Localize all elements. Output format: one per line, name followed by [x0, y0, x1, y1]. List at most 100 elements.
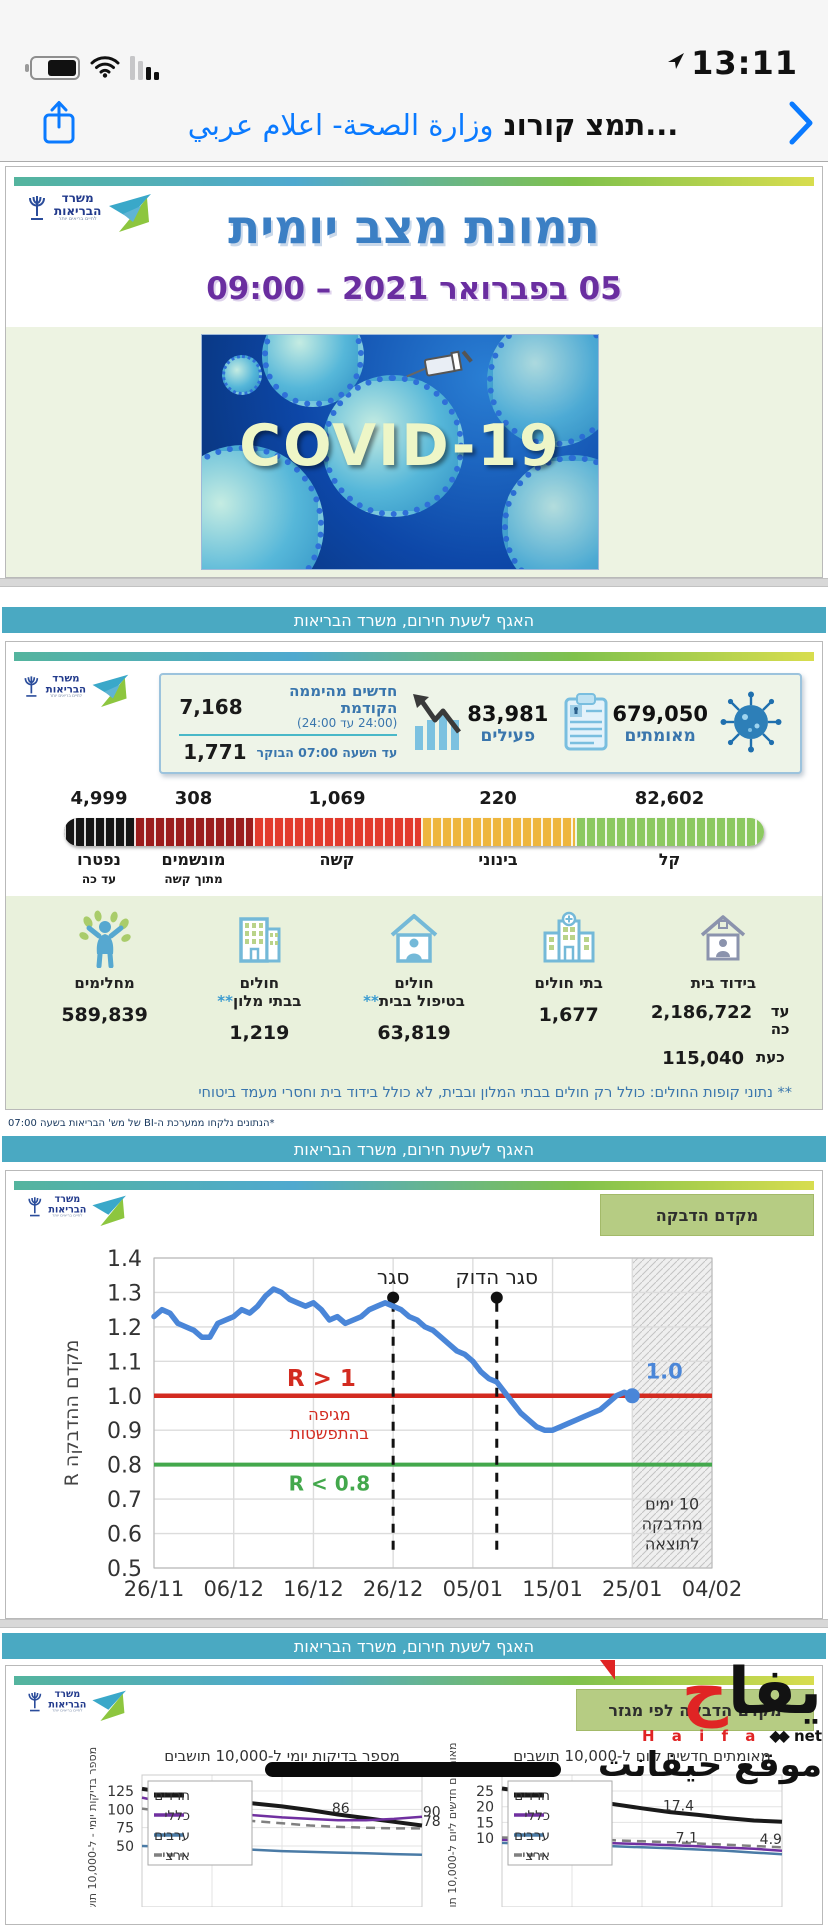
moderate-segment	[421, 818, 575, 846]
morning-cases-value: 1,771	[183, 740, 247, 764]
svg-text:מספר בדיקות יומי - ל-10,000 תו: מספר בדיקות יומי - ל-10,000 תושבים	[86, 1747, 99, 1907]
watermark-net: net	[793, 1726, 822, 1745]
dept-banner-3: האגף לשעת חירום, משרד הבריאות	[2, 1633, 826, 1659]
hotels-card: חולים בבתי מלון** 1,219	[187, 908, 332, 1069]
report-datetime: 05 בפברואר 2021 – 09:00	[206, 271, 622, 307]
svg-text:כללי: כללי	[164, 1808, 190, 1824]
gradient-divider	[14, 652, 814, 661]
summary-stats-box: 679,050 מאומתים	[159, 673, 802, 774]
deaths-value: 4,999	[70, 788, 128, 809]
wifi-icon	[90, 54, 120, 82]
page-title-hebrew: תמצ קורונ...	[503, 107, 679, 142]
covid19-image: COVID-19	[201, 334, 599, 570]
active-label: פעילים	[480, 725, 536, 746]
svg-text:26/11: 26/11	[124, 1577, 185, 1601]
report-header-card: משרד הבריאות לחיים בריאים יותר תמונת מצב…	[5, 166, 823, 578]
svg-text:75: 75	[116, 1821, 134, 1837]
svg-text:1.3: 1.3	[107, 1281, 142, 1306]
svg-text:מספר בדיקות יומי ל-10,000 תושב: מספר בדיקות יומי ל-10,000 תושבים	[164, 1747, 400, 1765]
share-button[interactable]	[40, 99, 78, 151]
confirmed-label: מאומתים	[624, 725, 696, 746]
svg-text:מקדם ההדבקה R: מקדם ההדבקה R	[61, 1340, 83, 1487]
svg-text:מאומתים חדשים ליום ל-10,000 תו: מאומתים חדשים ליום ל-10,000 תושבים	[513, 1747, 771, 1765]
sector-chart-badge: מקדם הדבקה לפי מגזר	[576, 1689, 814, 1731]
new-cases-group: חדשים מהיממה הקודמת (24:00 עד 24:00) 7,1…	[179, 683, 467, 764]
report-title: תמונת מצב יומית	[228, 200, 600, 255]
ministry-of-health-logo-small: משרד הבריאות לחיים בריאים יותר	[26, 1689, 128, 1723]
svg-text:0.8: 0.8	[107, 1454, 142, 1479]
mild-label: קל	[658, 850, 681, 869]
critical-segment	[253, 818, 421, 846]
confirmed-value: 679,050	[612, 701, 708, 726]
svg-text:100: 100	[107, 1802, 134, 1818]
svg-text:17.4: 17.4	[663, 1798, 694, 1814]
nav-bar: وزارة الصحة- اعلام عربي תמצ קורונ...	[0, 88, 828, 162]
svg-text:1.1: 1.1	[107, 1350, 142, 1375]
morning-cases-label: עד השעה 07:00 הבוקר	[256, 744, 398, 760]
new-cases-label: חדשים מהיממה הקודמת	[289, 682, 398, 717]
facilities-panel: בידוד בית עד כה 2,186,722 כעת 115,040	[6, 896, 822, 1109]
svg-text:מגיפה: מגיפה	[308, 1405, 351, 1424]
hospitals-card: בתי חולים 1,677	[496, 908, 641, 1069]
watermark-arabic-logo: يفاح	[598, 1660, 822, 1724]
hmo-footnote: ** נתוני קופות החולים: כולל רק חולים בבת…	[198, 1085, 792, 1101]
back-button[interactable]	[788, 100, 814, 150]
recovered-person-icon	[32, 908, 177, 970]
svg-text:78: 78	[423, 1814, 441, 1830]
r-chart: 26/11 06/12 16/12 26/12 05/01 15/01 25/01 04/02…	[6, 1240, 822, 1618]
bi-source-note: *הנתונים נלקחו ממערכת ה-BI של מש' הבריאו…	[8, 1117, 275, 1129]
hospital-icon	[496, 908, 641, 970]
svg-text:מהדבקה: מהדבקה	[642, 1514, 703, 1533]
home-care-icon	[341, 908, 486, 970]
svg-text:25/01: 25/01	[602, 1577, 663, 1601]
svg-text:1.0: 1.0	[107, 1385, 142, 1410]
svg-text:10: 10	[476, 1831, 494, 1847]
svg-text:15: 15	[476, 1815, 494, 1831]
covid-image-caption: COVID-19	[239, 413, 561, 479]
flag-icon	[599, 1660, 615, 1680]
covid-image-panel: COVID-19	[6, 327, 822, 577]
svg-text:R < 0.8: R < 0.8	[289, 1472, 371, 1496]
svg-text:05/01: 05/01	[443, 1577, 504, 1601]
svg-text:סגר הדוק: סגר הדוק	[456, 1265, 539, 1289]
bi-source-note-row: *הנתונים נלקחו ממערכת ה-BI של מש' הבריאו…	[0, 1110, 828, 1136]
recovered-card: מחלימים 589,839	[32, 908, 177, 1069]
svg-text:1.2: 1.2	[107, 1316, 142, 1341]
svg-text:0.6: 0.6	[107, 1523, 142, 1548]
hotel-icon	[187, 908, 332, 970]
star-icon	[109, 194, 152, 232]
svg-text:125: 125	[107, 1784, 134, 1800]
menorah-icon	[24, 676, 39, 697]
iphone-screenshot: { "status_bar": { "time": "13:11" }, "na…	[0, 44, 828, 1925]
home-isolation-icon	[651, 908, 796, 970]
critical-value: 1,069	[308, 788, 366, 809]
svg-text:26/12: 26/12	[363, 1577, 424, 1601]
svg-text:לתוצאה: לתוצאה	[645, 1534, 700, 1553]
ministry-of-health-logo-small: משרד הבריאות לחיים בריאים יותר	[22, 673, 130, 709]
svg-text:ערבים: ערבים	[514, 1828, 550, 1844]
page-title-arabic: وزارة الصحة- اعلام عربي	[187, 107, 494, 142]
svg-text:50: 50	[116, 1839, 134, 1855]
clipboard-icon	[560, 691, 612, 757]
ministry-of-health-logo: משרד הבריאות לחיים בריאים יותר	[26, 192, 153, 234]
mild-segment	[575, 818, 764, 846]
ventilated-segment	[134, 818, 253, 846]
svg-text:ארצי: ארצי	[162, 1848, 190, 1864]
home-isolation-card: בידוד בית עד כה 2,186,722 כעת 115,040	[651, 908, 796, 1069]
star-icon	[92, 1195, 127, 1226]
severity-gauge: 4,999 308 1,069 220 82,602 נפטרו מונשמים…	[64, 788, 764, 888]
page-title: وزارة الصحة- اعلام عربي תמצ קורונ...	[188, 108, 679, 142]
svg-text:1.0: 1.0	[646, 1360, 683, 1384]
svg-text:4.9: 4.9	[760, 1832, 782, 1848]
teal-divider	[179, 734, 398, 736]
svg-text:06/12: 06/12	[203, 1577, 264, 1601]
bar-chart-trend-icon	[409, 692, 467, 756]
moderate-label: בינוני	[478, 850, 518, 869]
svg-text:20: 20	[476, 1800, 494, 1816]
star-icon	[92, 1690, 127, 1721]
watermark-site-name: موقع حيفانت	[597, 1745, 822, 1785]
new-cases-value: 7,168	[179, 694, 243, 719]
svg-text:בהתפשטות: בהתפשטות	[290, 1424, 369, 1443]
ventilated-value: 308	[174, 788, 213, 809]
deaths-label: נפטרו	[77, 850, 121, 869]
